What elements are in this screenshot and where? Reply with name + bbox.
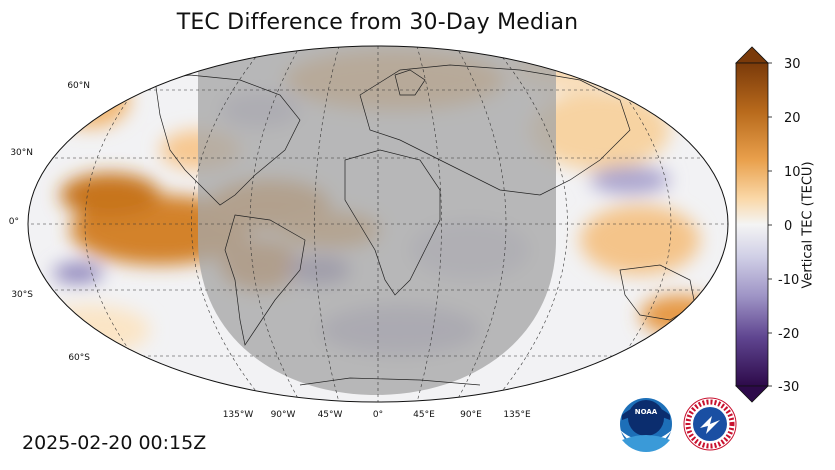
lon-label: 45°E bbox=[413, 410, 435, 420]
colorbar-tick: 20 bbox=[784, 111, 801, 126]
colorbar-tick: 30 bbox=[784, 57, 801, 72]
lat-label: 0° bbox=[9, 217, 19, 227]
lat-label: 30°N bbox=[10, 148, 33, 158]
map-title: TEC Difference from 30-Day Median bbox=[176, 10, 579, 35]
lat-label: 30°S bbox=[11, 290, 33, 300]
colorbar: 30 20 10 0 -10 -20 -30 bbox=[735, 46, 801, 403]
daylight-shade bbox=[198, 46, 556, 395]
timestamp: 2025-02-20 00:15Z bbox=[22, 432, 207, 454]
globe-outline bbox=[27, 45, 729, 403]
lon-label: 135°E bbox=[503, 410, 531, 420]
tec-field bbox=[28, 46, 728, 402]
lat-label: 60°S bbox=[68, 353, 90, 363]
lon-label: 135°W bbox=[223, 410, 254, 420]
lon-label: 90°W bbox=[271, 410, 296, 420]
colorbar-tick: 0 bbox=[784, 219, 792, 234]
colorbar-label: Vertical TEC (TECU) bbox=[800, 161, 816, 289]
noaa-logo-icon: NOAA bbox=[620, 398, 672, 452]
lon-label: 90°E bbox=[460, 410, 482, 420]
colorbar-tick: -30 bbox=[778, 380, 799, 395]
lon-label: 45°W bbox=[318, 410, 343, 420]
colorbar-tick: 10 bbox=[784, 165, 801, 180]
lat-label: 60°N bbox=[67, 81, 90, 91]
nws-logo-icon bbox=[683, 397, 737, 451]
colorbar-tick: -10 bbox=[778, 273, 799, 288]
graticule bbox=[28, 46, 728, 402]
svg-text:NOAA: NOAA bbox=[635, 408, 658, 416]
coastlines bbox=[154, 64, 696, 386]
colorbar-tick: -20 bbox=[778, 327, 799, 342]
lon-label: 0° bbox=[373, 410, 383, 420]
